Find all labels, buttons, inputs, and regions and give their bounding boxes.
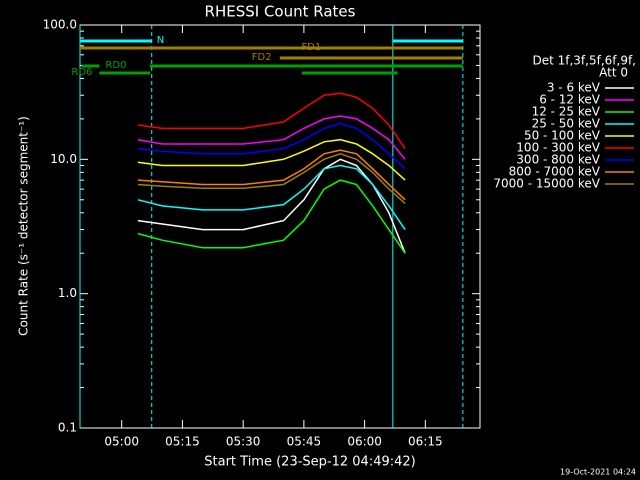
series-line (137, 164, 406, 231)
legend-title: Att 0 (599, 66, 628, 80)
x-tick-label: 05:30 (226, 435, 261, 449)
series-line (137, 138, 406, 181)
legend-label: 300 - 800 keV (516, 153, 600, 167)
y-tick-label: 1.0 (58, 286, 77, 300)
series-line (137, 92, 406, 150)
x-tick-label: 05:45 (287, 435, 322, 449)
x-tick-label: 06:15 (408, 435, 443, 449)
legend-label: 7000 - 15000 keV (493, 177, 600, 191)
y-tick-label: 0.1 (58, 421, 77, 435)
chart-title: RHESSI Count Rates (205, 3, 356, 21)
footer: 19-Oct-2021 04:24 (560, 468, 636, 477)
legend-label: 50 - 100 keV (524, 129, 601, 143)
series-line (137, 122, 406, 170)
x-tick-label: 05:15 (165, 435, 200, 449)
legend-title: Det 1f,3f,5f,6f,9f, (532, 54, 636, 68)
state-label: N (157, 35, 164, 46)
state-label: RD6 (71, 67, 92, 78)
legend-label: 3 - 6 keV (547, 81, 601, 95)
y-tick-label: 100.0 (43, 18, 77, 32)
state-label: FD1 (301, 42, 321, 53)
x-axis-label: Start Time (23-Sep-12 04:49:42) (204, 455, 415, 470)
state-label: RD0 (105, 60, 126, 71)
state-label: FD2 (252, 52, 272, 63)
series-line (137, 153, 406, 204)
x-tick-label: 05:00 (104, 435, 139, 449)
series-line (137, 149, 406, 201)
legend-label: 800 - 7000 keV (509, 165, 601, 179)
series-line (137, 115, 406, 160)
y-axis-label: Count Rate (s⁻¹ detector segment⁻¹) (17, 116, 31, 336)
series-line (137, 179, 406, 254)
legend-label: 6 - 12 keV (539, 93, 601, 107)
legend-label: 25 - 50 keV (532, 117, 601, 131)
x-tick-label: 06:00 (347, 435, 382, 449)
y-tick-label: 10.0 (50, 152, 77, 166)
legend-label: 100 - 300 keV (516, 141, 600, 155)
legend-label: 12 - 25 keV (532, 105, 601, 119)
